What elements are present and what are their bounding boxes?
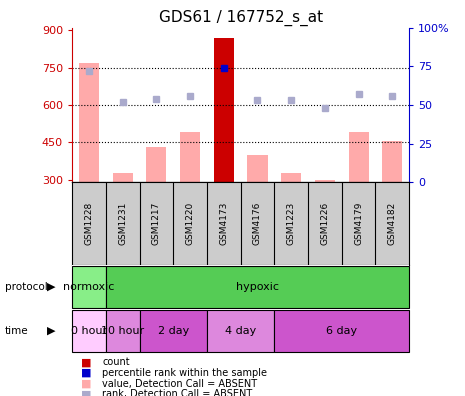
Bar: [281, 173, 301, 182]
Bar: [207, 310, 274, 352]
Text: 2 day: 2 day: [158, 326, 189, 336]
Bar: [113, 173, 133, 182]
Text: GSM4173: GSM4173: [219, 202, 228, 246]
Text: 6 day: 6 day: [326, 326, 357, 336]
Bar: [79, 63, 99, 182]
Text: ■: ■: [81, 389, 92, 396]
Text: hypoxic: hypoxic: [236, 282, 279, 292]
Text: percentile rank within the sample: percentile rank within the sample: [102, 368, 267, 378]
Text: GSM1220: GSM1220: [186, 202, 194, 246]
Bar: [382, 141, 402, 182]
Text: GSM4176: GSM4176: [253, 202, 262, 246]
Text: value, Detection Call = ABSENT: value, Detection Call = ABSENT: [102, 379, 258, 389]
Text: ■: ■: [81, 368, 92, 378]
Text: 10 hour: 10 hour: [101, 326, 144, 336]
Text: GSM1228: GSM1228: [85, 202, 93, 246]
Bar: [72, 310, 106, 352]
Bar: [146, 147, 166, 182]
Text: GSM1223: GSM1223: [287, 202, 296, 246]
Text: GSM1226: GSM1226: [320, 202, 329, 246]
Bar: [72, 266, 106, 308]
Bar: [106, 310, 140, 352]
Text: 4 day: 4 day: [225, 326, 256, 336]
Text: GSM1217: GSM1217: [152, 202, 161, 246]
Text: rank, Detection Call = ABSENT: rank, Detection Call = ABSENT: [102, 389, 252, 396]
Text: GSM4179: GSM4179: [354, 202, 363, 246]
Text: count: count: [102, 357, 130, 367]
Text: ▶: ▶: [46, 326, 55, 336]
Text: time: time: [5, 326, 28, 336]
Bar: [213, 38, 234, 182]
Text: normoxic: normoxic: [63, 282, 114, 292]
Bar: [140, 310, 207, 352]
Bar: [348, 132, 369, 182]
Text: protocol: protocol: [5, 282, 47, 292]
Text: ■: ■: [81, 379, 92, 389]
Text: 0 hour: 0 hour: [71, 326, 107, 336]
Text: GSM1231: GSM1231: [118, 202, 127, 246]
Bar: [106, 266, 409, 308]
Bar: [247, 155, 267, 182]
Text: GSM4182: GSM4182: [388, 202, 397, 246]
Text: ■: ■: [81, 357, 92, 367]
Bar: [315, 180, 335, 182]
Bar: [180, 132, 200, 182]
Bar: [274, 310, 409, 352]
Title: GDS61 / 167752_s_at: GDS61 / 167752_s_at: [159, 10, 323, 27]
Text: ▶: ▶: [46, 282, 55, 292]
